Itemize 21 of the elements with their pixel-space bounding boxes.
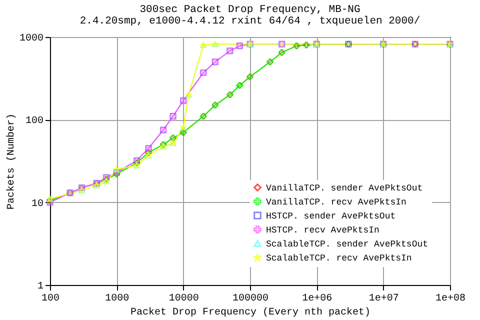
x-axis-title: Packet Drop Frequency (Every nth packet) bbox=[130, 306, 371, 318]
legend-label: ScalableTCP. sender AvePktsOut bbox=[266, 240, 428, 250]
legend-label: HSTCP. sender AvePktsOut bbox=[266, 212, 396, 222]
x-tick-label: 100 bbox=[41, 294, 60, 304]
chart-subtitle: 2.4.20smp, e1000-4.4.12 rxint 64/64 , txqueuelen 2000/ bbox=[80, 16, 420, 28]
x-tick-label: 10000 bbox=[168, 294, 199, 304]
y-tick-label: 1 bbox=[37, 282, 44, 292]
chart-title: 300sec Packet Drop Frequency, MB-NG bbox=[140, 4, 360, 16]
x-tick-label: 100000 bbox=[232, 294, 269, 304]
y-axis-title: Packets (Number) bbox=[5, 113, 18, 210]
y-tick-label: 100 bbox=[25, 116, 44, 128]
x-tick-label: 1e+06 bbox=[302, 294, 332, 304]
legend-label: VanillaTCP. sender AvePktsOut bbox=[266, 184, 423, 194]
legend-label: HSTCP. recv AvePktsIn bbox=[266, 226, 380, 236]
x-tick-label: 1000 bbox=[105, 294, 130, 304]
legend-label: ScalableTCP. recv AvePktsIn bbox=[266, 254, 412, 264]
x-tick-label: 1e+08 bbox=[435, 294, 466, 304]
x-tick-label: 1e+07 bbox=[368, 294, 399, 304]
y-tick-label: 10 bbox=[31, 198, 44, 210]
legend-label: VanillaTCP. recv AvePktsIn bbox=[266, 198, 406, 208]
y-tick-label: 1000 bbox=[19, 34, 44, 44]
